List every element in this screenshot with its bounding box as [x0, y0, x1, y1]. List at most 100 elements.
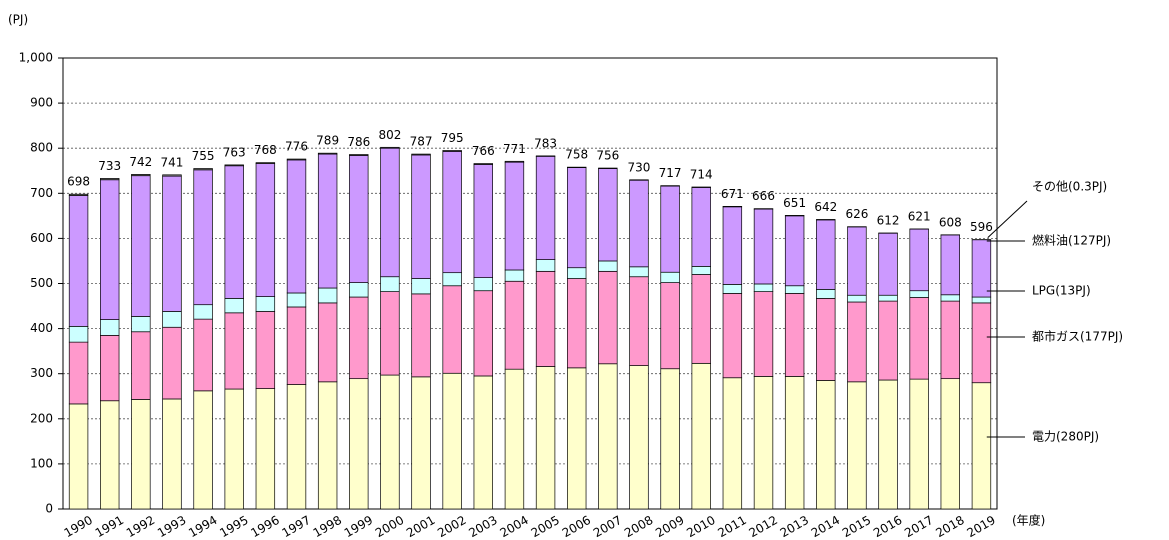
bar-segment [162, 174, 182, 177]
x-tick-label: 2002 [435, 513, 468, 540]
bar-segment [224, 388, 244, 510]
y-axis-label: (PJ) [8, 13, 28, 27]
bar-segment [162, 398, 182, 510]
y-tick-label: 300 [30, 366, 53, 380]
bar-segment [162, 175, 182, 312]
bar-segment [349, 378, 369, 510]
x-axis-label: (年度) [1012, 513, 1045, 528]
bar-segment [660, 282, 680, 370]
bar-segment [255, 388, 276, 510]
bar-segment [784, 376, 805, 510]
bar-segment [411, 154, 431, 279]
bar-segment [629, 266, 649, 278]
bar-segment [940, 300, 960, 380]
bar-segment [411, 153, 431, 156]
bar-segment [629, 276, 649, 366]
bar-segment [567, 367, 587, 510]
x-tick-label: 1994 [186, 513, 219, 540]
bar-segment [131, 316, 151, 333]
x-tick-label: 2012 [747, 513, 780, 540]
bar-segment [598, 270, 618, 365]
bar-segment [816, 219, 836, 290]
bar-segment [100, 335, 120, 402]
bar-segment [722, 206, 743, 285]
bar-segment [504, 160, 525, 163]
x-tick-label: 1998 [311, 513, 344, 540]
x-tick-label: 1996 [248, 513, 281, 540]
y-tick-label: 1,000 [19, 51, 53, 65]
bar-segment [629, 365, 649, 510]
bar-segment [68, 341, 89, 405]
bar-segment [473, 277, 493, 292]
total-label: 717 [659, 166, 682, 180]
bar-segment [504, 161, 525, 271]
bar-segment [286, 292, 307, 308]
total-label: 642 [814, 200, 837, 214]
bar-segment [131, 175, 151, 317]
total-label: 763 [223, 145, 246, 159]
y-tick-label: 0 [45, 502, 53, 516]
bar-segment [317, 153, 338, 289]
bar-segment [68, 193, 89, 196]
total-label: 666 [752, 189, 775, 203]
bar-segment [878, 300, 898, 381]
total-label: 626 [845, 207, 868, 221]
bar-segment [722, 284, 743, 294]
x-tick-label: 1990 [62, 513, 95, 540]
bar-segment [131, 399, 151, 510]
bar-segment [598, 260, 618, 272]
x-tick-label: 2004 [497, 513, 530, 540]
y-tick-label: 600 [30, 231, 53, 245]
x-tick-label: 1992 [124, 513, 157, 540]
bar-segment [535, 259, 556, 272]
bar-segment [598, 363, 618, 510]
total-label: 766 [472, 144, 495, 158]
x-tick-label: 2001 [404, 513, 437, 540]
total-label: 771 [503, 142, 526, 156]
bar-segment [442, 151, 462, 274]
x-tick-label: 2014 [809, 513, 842, 540]
bar-segment [442, 150, 462, 152]
bar-segment [753, 208, 774, 285]
bar-segment [193, 318, 213, 392]
bar-segment [286, 306, 307, 385]
total-label: 776 [285, 140, 308, 154]
bar-segment [380, 146, 400, 149]
bar-segment [380, 147, 400, 278]
bar-segment [535, 366, 556, 510]
legend-label: 燃料油(127PJ) [1032, 233, 1111, 248]
bar-segment [224, 164, 244, 167]
total-label: 786 [347, 135, 370, 149]
bar-segment [909, 290, 929, 298]
bar-segment [535, 155, 556, 260]
bar-segment [816, 289, 836, 299]
total-label: 651 [783, 196, 806, 210]
bar-segment [567, 267, 587, 279]
bar-segment [68, 325, 89, 343]
bar-segment [380, 374, 400, 510]
total-label: 621 [908, 209, 931, 223]
bar-segment [162, 326, 182, 400]
bar-segment [193, 390, 213, 510]
total-label: 787 [410, 135, 433, 149]
legend-label: 都市ガス(177PJ) [1032, 329, 1123, 344]
total-label: 671 [721, 187, 744, 201]
y-tick-label: 800 [30, 141, 53, 155]
bar-segment [909, 228, 929, 292]
y-tick-label: 200 [30, 411, 53, 425]
bar-segment [68, 403, 89, 510]
x-tick-label: 2013 [778, 513, 811, 540]
bar-segment [878, 379, 898, 510]
bar-segment [847, 301, 867, 383]
total-label: 596 [970, 220, 993, 234]
total-label: 742 [129, 155, 152, 169]
bar-segment [255, 162, 276, 164]
bar-segment [68, 195, 89, 327]
bar-segment [847, 226, 867, 296]
bar-segment [504, 280, 525, 370]
x-tick-label: 1995 [217, 513, 250, 540]
bar-segment [878, 232, 898, 296]
bar-segment [193, 169, 213, 306]
bar-segment [255, 311, 276, 389]
